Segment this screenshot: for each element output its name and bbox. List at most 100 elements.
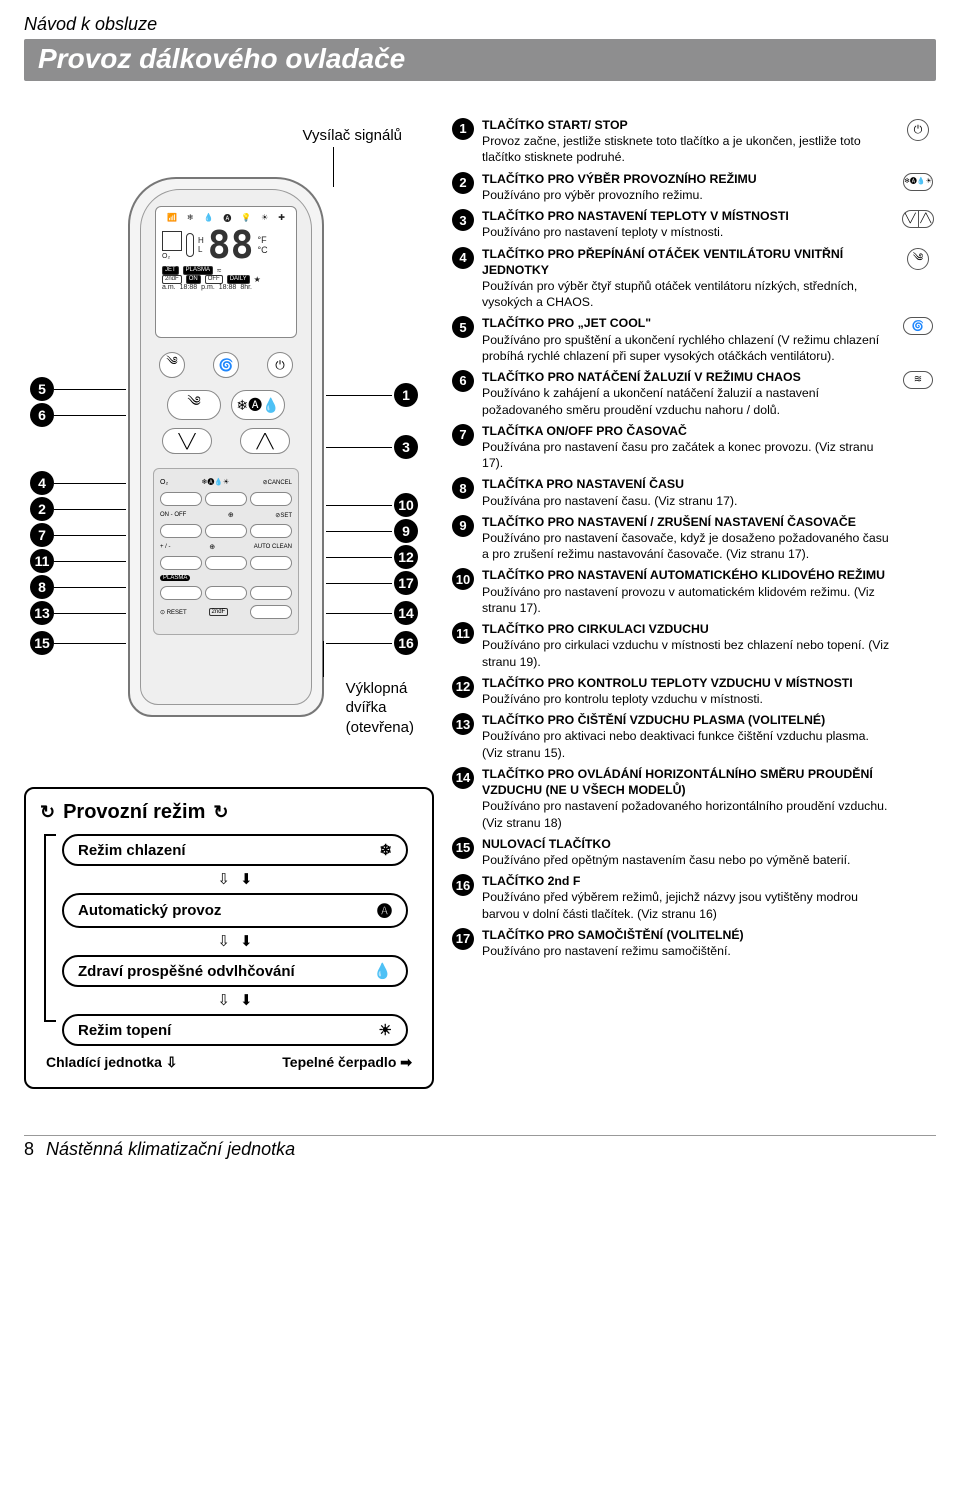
description-number: 14 [452,767,474,789]
panel-pill[interactable] [250,524,292,538]
description-text: Používáno před výběrem režimů, jejichž n… [482,889,892,921]
description-text: Používáno před opětným nastavením času n… [482,852,892,868]
page-number: 8 [24,1139,34,1160]
callout-bubble: 6 [30,403,54,427]
description-item: 5TLAČÍTKO PRO „JET COOL"Používáno pro sp… [452,315,936,364]
panel-pill[interactable] [160,492,202,506]
mode-arrow-icon: ↻ [213,802,228,823]
mode-item-label: Zdraví prospěšné odvlhčování [78,963,295,980]
description-text: Používáno pro nastavení teploty v místno… [482,224,892,240]
description-text: Používáno pro nastavení provozu v automa… [482,584,892,616]
description-item: 11TLAČÍTKO PRO CIRKULACI VZDUCHUPoužíván… [452,621,936,670]
description-title: TLAČÍTKO PRO SAMOČIŠTĚNÍ (VOLITELNÉ) [482,927,892,943]
description-number: 2 [452,172,474,194]
mode-item-icon: 🅐 [377,900,392,921]
description-text: Provoz začne, jestliže stisknete toto tl… [482,133,892,165]
description-number: 7 [452,424,474,446]
temp-up-button[interactable]: ╱╲ [240,428,290,454]
description-title: TLAČÍTKO START/ STOP [482,117,892,133]
power-button[interactable]: ⏻ [267,352,293,378]
panel-pill[interactable] [160,524,202,538]
description-title: TLAČÍTKO PRO KONTROLU TEPLOTY VZDUCHU V … [482,675,892,691]
remote-outline: 📶❄💧🅐💡☀✚ O₂ H L [128,177,324,717]
callout-bubble: 1 [394,383,418,407]
description-title: TLAČÍTKA PRO NASTAVENÍ ČASU [482,476,892,492]
mode-icon: ❄🅐💧☀ [903,173,933,191]
mode-item-icon: ❄ [379,841,392,859]
description-item: 12 TLAČÍTKO PRO KONTROLU TEPLOTY VZDUCHU … [452,675,936,707]
panel-pill[interactable] [160,586,202,600]
remote-lower-panel: O₂ ❄🅐💧☀ ⊘CANCEL ON - OFF [153,468,299,635]
description-number: 17 [452,928,474,950]
cooling-unit-label: Chladící jednotka ⇩ [46,1054,178,1071]
description-text: Používáno pro nastavení režimu samočiště… [482,943,892,959]
callout-bubble: 3 [394,435,418,459]
jet-button[interactable]: ༄ [167,390,221,420]
mode-title: Provozní režim [63,801,205,824]
callout-bubble: 10 [394,493,418,517]
panel-pill[interactable] [160,556,202,570]
remote-lcd: 📶❄💧🅐💡☀✚ O₂ H L [155,206,297,338]
transmitter-pointer [333,147,334,187]
panel-pill[interactable] [205,586,247,600]
callout-bubble: 17 [394,571,418,595]
description-item: 13TLAČÍTKO PRO ČIŠTĚNÍ VZDUCHU PLASMA (V… [452,712,936,761]
description-number: 9 [452,515,474,537]
description-text: Používáno pro výběr provozního režimu. [482,187,892,203]
description-number: 10 [452,568,474,590]
mode-item-label: Režim chlazení [78,842,186,859]
callout-bubble: 7 [30,523,54,547]
description-text: Používáno pro nastavení časovače, když j… [482,530,892,562]
description-title: TLAČÍTKO PRO VÝBĚR PROVOZNÍHO REŽIMU [482,171,892,187]
mode-item: Zdraví prospěšné odvlhčování💧 [62,955,408,987]
description-number: 1 [452,118,474,140]
fan-button[interactable]: ༄ [159,352,185,378]
jet-icon: 🌀 [903,317,933,335]
description-title: TLAČÍTKO PRO PŘEPÍNÁNÍ OTÁČEK VENTILÁTOR… [482,246,892,278]
description-number: 12 [452,676,474,698]
mode-item: Automatický provoz🅐 [62,893,408,928]
description-title: TLAČÍTKA ON/OFF PRO ČASOVAČ [482,423,892,439]
operating-mode-box: ↻ Provozní režim ↻ Režim chlazení❄⇩⬇Auto… [24,787,434,1089]
panel-pill[interactable] [250,556,292,570]
description-number: 3 [452,209,474,231]
swing-icon: ≋ [903,371,933,389]
flap-pointer [323,641,324,677]
description-text: Používána pro nastavení času. (Viz stran… [482,493,892,509]
description-title: TLAČÍTKO PRO OVLÁDÁNÍ HORIZONTÁLNÍHO SMĚ… [482,766,892,798]
description-title: TLAČÍTKO PRO ČIŠTĚNÍ VZDUCHU PLASMA (VOL… [482,712,892,728]
description-item: 9TLAČÍTKO PRO NASTAVENÍ / ZRUŠENÍ NASTAV… [452,514,936,563]
panel-pill[interactable] [205,492,247,506]
fan-icon: ༄ [907,248,929,270]
callout-bubble: 8 [30,575,54,599]
description-title: TLAČÍTKO 2nd F [482,873,892,889]
description-number: 4 [452,247,474,269]
swirl-button[interactable]: 🌀 [213,352,239,378]
page-header: Návod k obsluze [24,14,936,35]
mode-arrow-icon: ⇩⬇ [52,934,418,949]
callout-bubble: 5 [30,377,54,401]
callout-bubble: 9 [394,519,418,543]
remote-figure: Vysílač signálů 564271181315 13109121714… [24,117,434,777]
panel-pill[interactable] [205,524,247,538]
mode-item: Režim topení☀ [62,1014,408,1046]
panel-pill[interactable] [205,556,247,570]
description-number: 8 [452,477,474,499]
mode-button[interactable]: ❄🅐💧 [231,390,285,420]
description-number: 16 [452,874,474,896]
description-item: 3TLAČÍTKO PRO NASTAVENÍ TEPLOTY V MÍSTNO… [452,208,936,240]
description-item: 16 TLAČÍTKO 2nd FPoužíváno před výběrem r… [452,873,936,922]
panel-pill[interactable] [250,605,292,619]
button-descriptions: 1 TLAČÍTKO START/ STOPProvoz začne, jestl… [452,117,936,959]
description-item: 2 TLAČÍTKO PRO VÝBĚR PROVOZNÍHO REŽIMUPou… [452,171,936,203]
description-text: Používáno pro nastavení požadovaného hor… [482,798,892,830]
panel-pill[interactable] [250,586,292,600]
temp-down-button[interactable]: ╲╱ [162,428,212,454]
callout-bubble: 12 [394,545,418,569]
power-icon: ⏻ [907,119,929,141]
mode-arrow-icon: ⇩⬇ [52,872,418,887]
panel-pill[interactable] [250,492,292,506]
description-item: 17 TLAČÍTKO PRO SAMOČIŠTĚNÍ (VOLITELNÉ)Po… [452,927,936,959]
callout-bubble: 2 [30,497,54,521]
callout-bubble: 11 [30,549,54,573]
